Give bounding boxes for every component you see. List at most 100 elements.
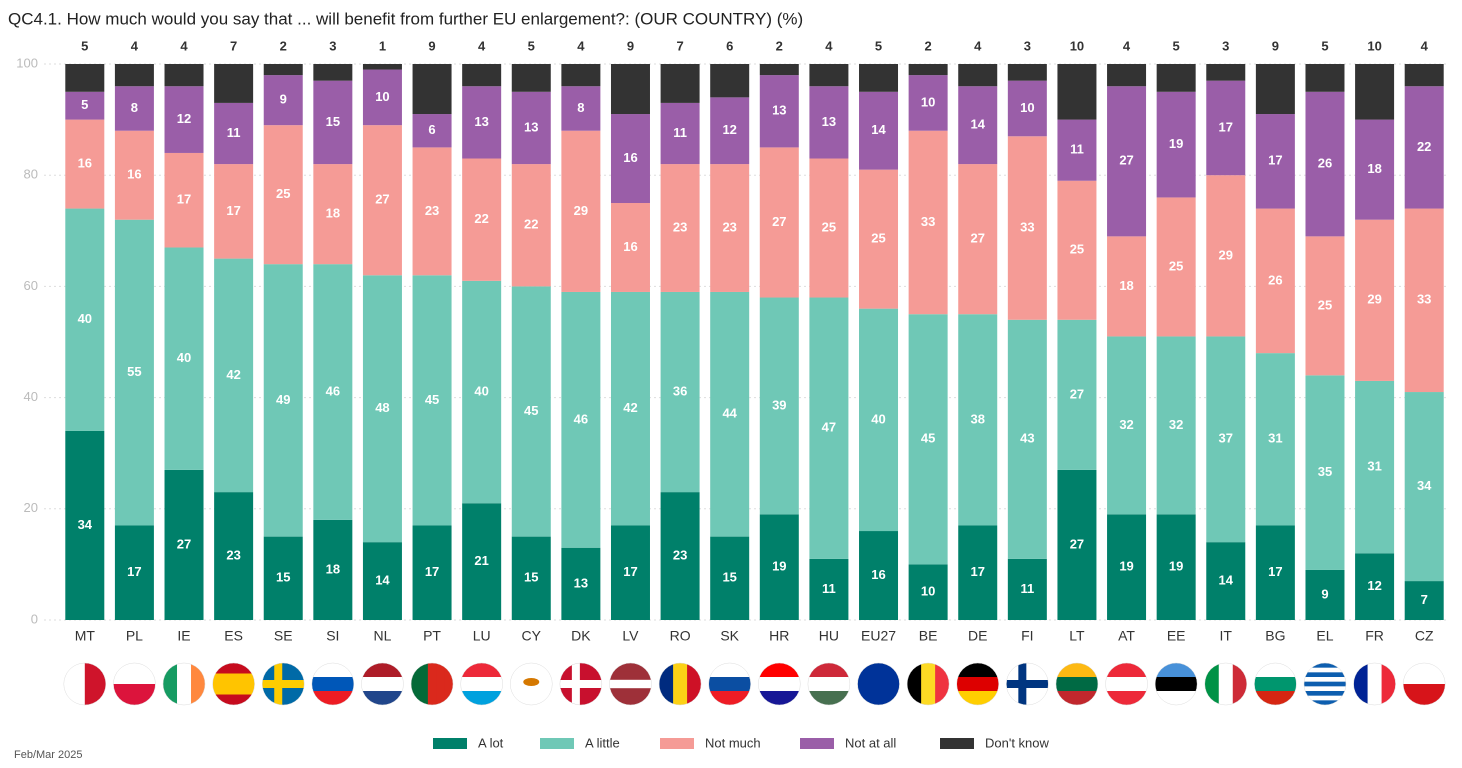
flag-stripe: [807, 691, 850, 705]
flag-stripe: [212, 663, 255, 674]
bar-segment: [412, 525, 452, 620]
value-label: 48: [375, 400, 389, 415]
bar-segment: [462, 503, 502, 620]
value-label-top: 4: [974, 38, 982, 53]
value-label: 40: [177, 350, 191, 365]
value-label: 10: [1020, 100, 1034, 115]
bar-segment: [65, 208, 105, 431]
value-label: 13: [574, 575, 588, 590]
bar-segment: [809, 158, 849, 298]
bar-segment: [561, 547, 601, 620]
flag-stripe: [1155, 691, 1198, 705]
flag: [212, 663, 255, 705]
flag-stripe: [609, 688, 652, 698]
flag-stripe: [956, 663, 999, 678]
bar-segment: [759, 147, 799, 298]
value-label: 21: [474, 553, 488, 568]
flag-cross: [1018, 663, 1027, 705]
y-tick-label: 60: [24, 278, 38, 293]
flag-stripe: [212, 673, 255, 685]
value-label: 10: [921, 584, 935, 599]
bar-segment: [1156, 91, 1196, 198]
value-label: 25: [1318, 297, 1332, 312]
value-label: 13: [772, 103, 786, 118]
flag-stripe: [1155, 663, 1198, 678]
value-label-top: 4: [131, 38, 139, 53]
bar-segment: [1007, 558, 1047, 620]
bar-segment: [1404, 208, 1444, 393]
value-label: 14: [970, 117, 985, 132]
bar-segment: [1057, 180, 1097, 320]
flag-stripe: [1055, 663, 1098, 678]
x-tick-label: HU: [819, 628, 839, 644]
value-label: 32: [1169, 417, 1183, 432]
value-label-top: 7: [676, 38, 683, 53]
x-tick-label: SE: [274, 628, 293, 644]
value-label: 42: [226, 367, 240, 382]
flag-stripe: [857, 663, 900, 705]
bar-segment: [710, 536, 750, 620]
bar-segment: [412, 64, 452, 115]
value-label: 12: [722, 122, 736, 137]
flag-cross: [274, 663, 283, 705]
bar-segment: [908, 314, 948, 565]
value-label: 23: [673, 219, 687, 234]
value-label: 29: [1367, 292, 1381, 307]
value-label: 25: [822, 219, 836, 234]
value-label: 25: [276, 186, 290, 201]
bar-segment: [1355, 553, 1395, 620]
flag-border: [1353, 662, 1396, 706]
x-tick-label: EU27: [861, 628, 896, 644]
flag: [163, 663, 206, 705]
value-label: 40: [474, 383, 488, 398]
flag-stripe: [1303, 663, 1346, 669]
bar-segment: [1007, 136, 1047, 320]
flag: [1254, 663, 1297, 705]
bar-segment: [859, 91, 899, 170]
value-label: 17: [1268, 153, 1282, 168]
bar-segment: [114, 525, 154, 620]
bar-segment: [759, 64, 799, 76]
value-label-top: 4: [1123, 38, 1131, 53]
x-tick-label: LV: [622, 628, 639, 644]
value-label: 34: [78, 517, 93, 532]
value-label: 49: [276, 392, 290, 407]
value-label: 26: [1318, 156, 1332, 171]
bar-segment: [114, 219, 154, 526]
x-tick-label: HR: [769, 628, 789, 644]
value-label: 17: [1219, 119, 1233, 134]
value-label: 19: [1169, 136, 1183, 151]
value-label: 32: [1119, 417, 1133, 432]
flag-border: [460, 662, 503, 706]
x-tick-label: FR: [1365, 628, 1384, 644]
y-tick-label: 20: [24, 500, 38, 515]
bar-segment: [511, 64, 551, 92]
value-label-top: 4: [577, 38, 585, 53]
bar-segment: [462, 64, 502, 87]
value-label: 15: [276, 570, 290, 585]
flag: [1403, 663, 1446, 705]
flag: [460, 663, 503, 705]
value-label-top: 4: [825, 38, 833, 53]
x-tick-label: CY: [522, 628, 542, 644]
flag-stripe: [1105, 677, 1148, 692]
flag-stripe: [1303, 695, 1346, 701]
value-label: 16: [623, 239, 637, 254]
bar-segment: [1255, 525, 1295, 620]
value-label: 23: [673, 547, 687, 562]
value-label: 27: [772, 214, 786, 229]
flag-cross: [262, 680, 305, 688]
x-tick-label: SI: [326, 628, 339, 644]
bar-segment: [1404, 581, 1444, 620]
flag-stripe: [1403, 684, 1446, 705]
flag: [113, 663, 156, 705]
value-label: 46: [574, 411, 588, 426]
value-label: 55: [127, 364, 141, 379]
value-label: 17: [127, 564, 141, 579]
x-tick-label: BG: [1265, 628, 1285, 644]
flag-stripe: [807, 677, 850, 692]
x-tick-label: LU: [473, 628, 491, 644]
bar-segment: [1305, 236, 1345, 376]
flag-stripe: [177, 663, 192, 705]
